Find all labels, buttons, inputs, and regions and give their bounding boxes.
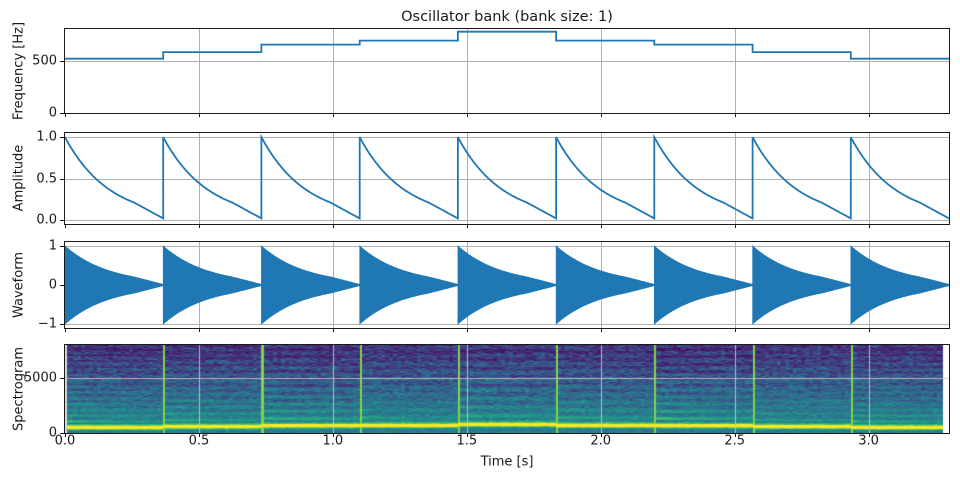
- tick-mark: [735, 225, 736, 228]
- tick-label: 0.5: [36, 171, 57, 186]
- tick-label: 0.0: [36, 212, 57, 228]
- tick-mark: [60, 113, 64, 114]
- panel-frequency: [64, 28, 950, 114]
- tick-label: 500: [32, 53, 57, 69]
- tick-mark: [60, 137, 64, 138]
- tick-label: −1: [37, 316, 57, 332]
- waveform-plot: [65, 242, 949, 328]
- tick-label: 2.0: [590, 433, 612, 449]
- tick-mark: [199, 114, 200, 117]
- tick-mark: [65, 114, 66, 117]
- figure-title: Oscillator bank (bank size: 1): [401, 9, 613, 25]
- tick-mark: [601, 434, 602, 437]
- tick-mark: [65, 225, 66, 228]
- tick-mark: [333, 225, 334, 228]
- frequency-step-plot: [65, 29, 949, 113]
- tick-label: 2.5: [724, 433, 746, 449]
- tick-mark: [60, 220, 64, 221]
- tick-mark: [467, 329, 468, 332]
- tick-mark: [869, 225, 870, 228]
- tick-mark: [735, 114, 736, 117]
- tick-mark: [60, 61, 64, 62]
- tick-label: 0: [48, 425, 57, 441]
- tick-mark: [60, 285, 64, 286]
- tick-mark: [601, 114, 602, 117]
- tick-mark: [467, 114, 468, 117]
- tick-mark: [199, 225, 200, 228]
- tick-mark: [869, 329, 870, 332]
- tick-label: 1.0: [322, 433, 344, 449]
- x-axis-label: Time [s]: [480, 454, 534, 470]
- tick-mark: [333, 329, 334, 332]
- tick-label: 1: [48, 238, 57, 254]
- tick-label: 0.0: [54, 433, 76, 449]
- tick-label: 5000: [23, 370, 57, 386]
- tick-mark: [60, 378, 64, 379]
- tick-label: 1.0: [36, 129, 57, 145]
- tick-mark: [869, 114, 870, 117]
- tick-mark: [60, 433, 64, 434]
- tick-mark: [60, 246, 64, 247]
- tick-mark: [601, 329, 602, 332]
- tick-mark: [467, 225, 468, 228]
- tick-mark: [199, 329, 200, 332]
- tick-mark: [735, 434, 736, 437]
- tick-mark: [467, 434, 468, 437]
- tick-mark: [333, 114, 334, 117]
- tick-mark: [199, 434, 200, 437]
- tick-mark: [60, 324, 64, 325]
- y-axis-label-spectrogram: Spectrogram: [11, 347, 27, 431]
- spectrogram-image: [65, 345, 949, 433]
- tick-mark: [601, 225, 602, 228]
- amplitude-envelope-plot: [65, 133, 949, 224]
- panel-amplitude: [64, 132, 950, 225]
- tick-label: 1.5: [456, 433, 478, 449]
- tick-mark: [60, 179, 64, 180]
- tick-mark: [869, 434, 870, 437]
- panel-spectrogram: [64, 344, 950, 434]
- tick-mark: [333, 434, 334, 437]
- tick-mark: [65, 329, 66, 332]
- tick-mark: [735, 329, 736, 332]
- panel-waveform: [64, 241, 950, 329]
- tick-label: 3.0: [858, 433, 879, 449]
- tick-label: 0.5: [188, 433, 210, 449]
- tick-mark: [65, 434, 66, 437]
- tick-label: 0: [48, 105, 57, 121]
- tick-label: 0: [48, 277, 57, 293]
